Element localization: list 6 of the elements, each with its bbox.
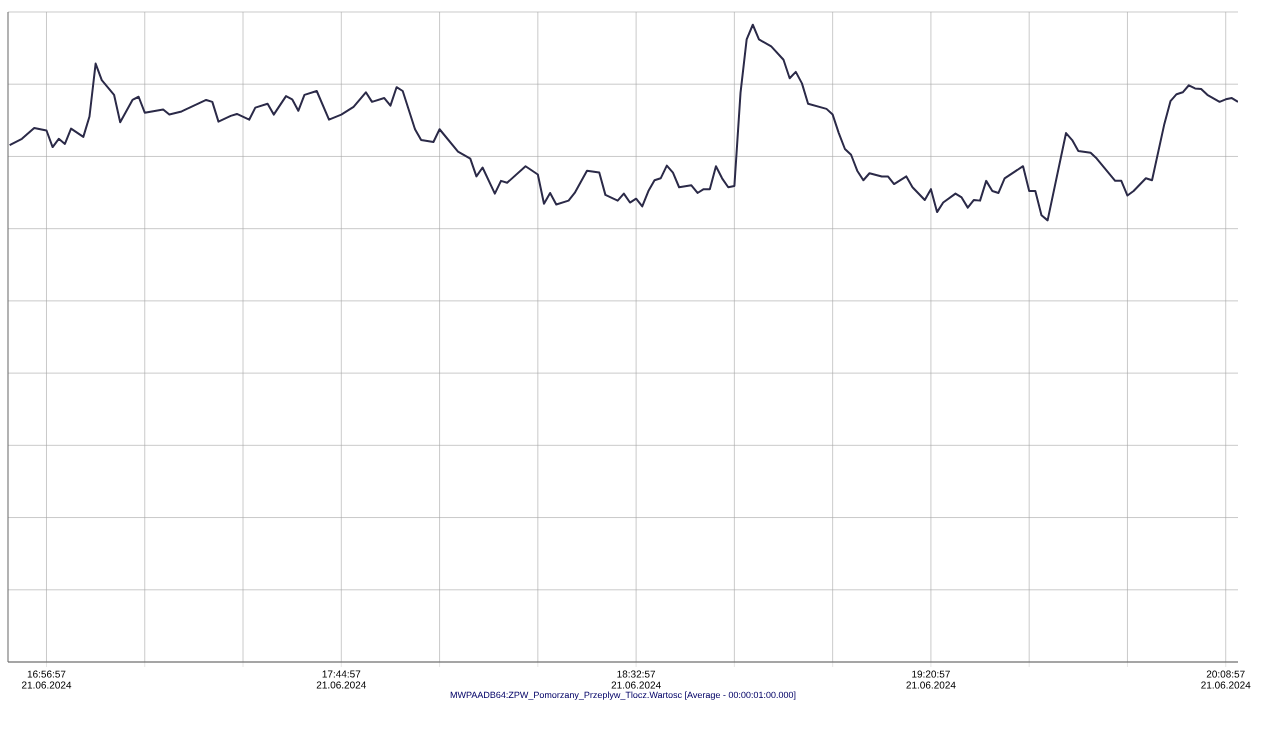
x-tick-label: 16:56:57 21.06.2024 (21, 670, 72, 689)
x-tick-label: 18:32:57 21.06.2024 (611, 670, 661, 689)
x-tick-label: 17:44:57 21.06.2024 (316, 670, 367, 689)
x-tick-label: 19:20:57 21.06.2024 (906, 670, 956, 689)
x-axis-title: MWPAADB64:ZPW_Pomorzany_Przeplyw_Tlocz.Wartosc [Average - 00:00:01:00.000] (450, 691, 796, 700)
x-tick-label: 20:08:57 21.06.2024 (1201, 670, 1251, 689)
